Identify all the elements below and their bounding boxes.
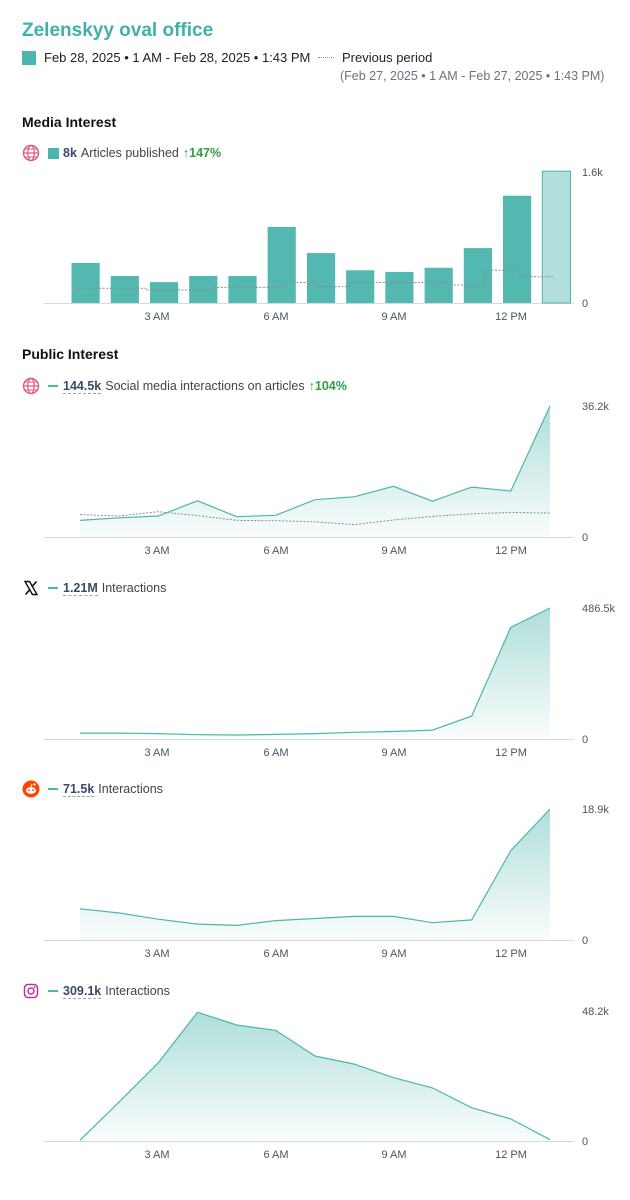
y-tick-label: 486.5k (582, 603, 616, 615)
bar (424, 267, 453, 303)
y-tick-label: 0 (582, 532, 588, 544)
x-tick-label: 9 AM (381, 311, 406, 323)
public-interest-heading: Public Interest (22, 346, 119, 362)
articles-change: ↑147% (182, 146, 222, 160)
series-line (80, 607, 551, 736)
series-area (80, 406, 550, 537)
bar (385, 271, 414, 303)
reddit-value[interactable]: 71.5k (63, 781, 95, 797)
instagram-value[interactable]: 309.1k (63, 983, 102, 999)
x-tick-label: 12 PM (495, 948, 527, 960)
x-tick-label: 6 AM (263, 747, 288, 759)
bar (267, 226, 296, 303)
instagram-line-key (48, 990, 58, 992)
bar (150, 282, 179, 303)
x-tick-label: 12 PM (495, 311, 527, 323)
social-line-key (48, 385, 58, 387)
current-period-text: Feb 28, 2025 • 1 AM - Feb 28, 2025 • 1:4… (44, 50, 311, 65)
y-tick-label: 48.2k (582, 1006, 609, 1018)
reddit-line-key (48, 788, 58, 790)
social-value[interactable]: 144.5k (63, 378, 102, 394)
bar (541, 170, 571, 304)
series-line (79, 1011, 551, 1141)
instagram-metric: 309.1k Interactions (22, 982, 170, 1000)
previous-period-legend: Previous period (318, 50, 432, 65)
page-title: Zelenskyy oval office (22, 20, 214, 41)
instagram-label: Interactions (105, 984, 170, 998)
previous-period-line (78, 269, 553, 291)
social-label: Social media interactions on articles (105, 379, 305, 393)
articles-swatch (48, 147, 59, 159)
series-line (79, 808, 551, 927)
bar (463, 248, 492, 303)
x-tick-label: 6 AM (263, 311, 288, 323)
x-tick-label: 9 AM (381, 747, 406, 759)
instagram-icon (22, 982, 40, 1000)
previous-period-swatch (318, 57, 334, 58)
x-tick-label: 3 AM (144, 545, 169, 557)
articles-metric: 8k Articles published ↑147% (22, 144, 221, 162)
current-period-legend: Feb 28, 2025 • 1 AM - Feb 28, 2025 • 1:4… (22, 50, 310, 65)
reddit-icon (22, 780, 40, 798)
x-metric: 1.21M Interactions (22, 579, 166, 597)
media-interest-heading: Media Interest (22, 114, 117, 130)
bar (503, 195, 532, 303)
bar (228, 276, 257, 303)
y-tick-label: 36.2k (582, 401, 609, 413)
x-tick-label: 3 AM (144, 948, 169, 960)
social-change: ↑104% (308, 379, 347, 393)
bar (346, 270, 375, 304)
x-tick-label: 6 AM (263, 545, 288, 557)
y-tick-label: 0 (582, 298, 588, 310)
bar (71, 262, 100, 303)
series-area (80, 809, 550, 940)
x-logo-icon (22, 579, 40, 597)
previous-period-range: (Feb 27, 2025 • 1 AM - Feb 27, 2025 • 1:… (340, 69, 605, 83)
series-area (80, 1012, 550, 1141)
x-tick-label: 3 AM (144, 747, 169, 759)
x-tick-label: 12 PM (495, 747, 527, 759)
y-tick-label: 0 (582, 734, 588, 746)
social-metric: 144.5k Social media interactions on arti… (22, 377, 347, 395)
x-tick-label: 6 AM (263, 1149, 288, 1161)
y-tick-label: 0 (582, 935, 588, 947)
reddit-label: Interactions (98, 782, 163, 796)
y-tick-label: 0 (582, 1136, 588, 1148)
current-period-swatch (22, 50, 36, 65)
bar (110, 276, 139, 303)
articles-label: Articles published (80, 146, 179, 160)
x-tick-label: 9 AM (381, 545, 406, 557)
y-tick-label: 1.6k (582, 167, 603, 179)
x-label: Interactions (101, 581, 167, 595)
x-tick-label: 9 AM (381, 1149, 406, 1161)
articles-value: 8k (63, 146, 77, 160)
y-tick-label: 18.9k (582, 804, 609, 816)
x-tick-label: 12 PM (495, 545, 527, 557)
series-line (79, 405, 551, 521)
reddit-metric: 71.5k Interactions (22, 780, 163, 798)
previous-period-label: Previous period (342, 50, 433, 65)
x-tick-label: 3 AM (144, 311, 169, 323)
previous-period-line (79, 511, 551, 526)
globe-icon (22, 377, 40, 395)
x-tick-label: 3 AM (144, 1149, 169, 1161)
x-value[interactable]: 1.21M (63, 580, 98, 596)
x-tick-label: 12 PM (495, 1149, 527, 1161)
x-line-key (48, 587, 58, 589)
x-tick-label: 9 AM (381, 948, 406, 960)
bar (306, 253, 336, 303)
globe-icon (22, 144, 40, 162)
series-area (80, 608, 550, 739)
x-tick-label: 6 AM (263, 948, 288, 960)
